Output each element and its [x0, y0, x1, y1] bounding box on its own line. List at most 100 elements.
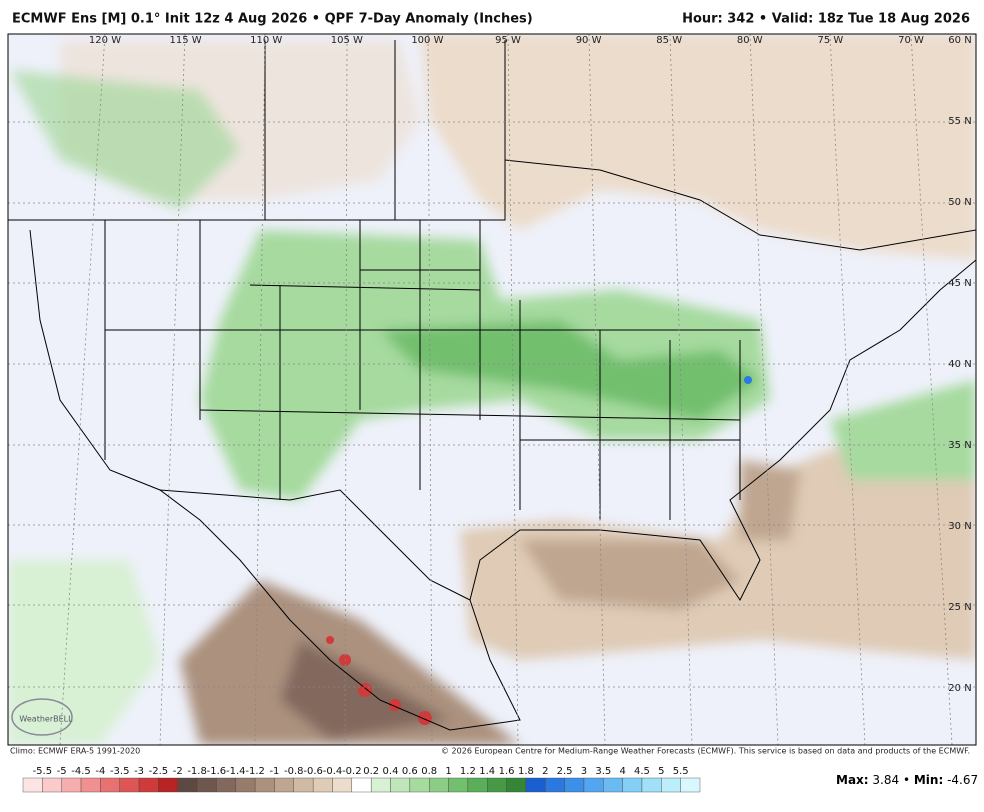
colorbar-swatch [80, 777, 101, 793]
colorbar-swatch [467, 777, 488, 793]
copyright: © 2026 European Centre for Medium-Range … [441, 747, 970, 756]
longitude-label: 85 W [656, 35, 682, 46]
map: 120 W 115 W 110 W 105 W 100 W 95 W 90 W 85 W 80 … [8, 34, 976, 745]
colorbar-swatch [312, 777, 333, 793]
dry-area [420, 34, 976, 260]
boundaries [8, 40, 976, 731]
colorbar-swatch [293, 777, 314, 793]
colorbar-swatch [177, 777, 198, 793]
dry-area [740, 460, 800, 540]
latitude-label: 50 N [948, 197, 971, 208]
header-right: Hour: 342 • Valid: 18z Tue 18 Aug 2026 [682, 12, 970, 27]
colorbar-swatch [583, 777, 604, 793]
colorbar-label: -2 [173, 766, 183, 777]
header-left: ECMWF Ens [M] 0.1° Init 12z 4 Aug 2026 •… [12, 12, 533, 27]
colorbar-label: -1.4 [226, 766, 246, 777]
colorbar-label: -1.2 [245, 766, 265, 777]
latitude-label: 40 N [948, 359, 971, 370]
colorbar-swatch [42, 777, 62, 793]
colorbar-label: -4.5 [71, 766, 91, 777]
colorbar-label: 1 [445, 766, 451, 777]
extreme-wet [744, 376, 752, 384]
longitude-label: 70 W [898, 35, 924, 46]
wet-area [380, 320, 760, 420]
logo-mark [11, 698, 73, 736]
colorbar-label: 2 [542, 766, 548, 777]
colorbar-swatch [351, 777, 372, 793]
longitude-label: 115 W [170, 35, 202, 46]
colorbar-swatch [409, 777, 430, 793]
colorbar-label: 0.4 [383, 766, 399, 777]
colorbar-label: 0.8 [421, 766, 437, 777]
longitude-label: 120 W [89, 35, 121, 46]
colorbar-swatch [487, 777, 507, 793]
colorbar-label: -3 [134, 766, 144, 777]
colorbar-label: -4 [95, 766, 105, 777]
colorbar-swatch [370, 777, 391, 793]
min-value: -4.67 [947, 773, 978, 787]
dry-area [520, 540, 740, 610]
stats: Max: 3.84 • Min: -4.67 [836, 773, 978, 787]
colorbar-label: 4.5 [634, 766, 650, 777]
logo: WeatherBELL [19, 715, 73, 724]
colorbar-swatch [61, 777, 82, 793]
colorbar-label: -1.8 [187, 766, 207, 777]
colorbar-swatch [622, 777, 643, 793]
colorbar-label: 1.4 [479, 766, 495, 777]
colorbar-swatch [564, 777, 585, 793]
latitude-label: 45 N [948, 278, 971, 289]
colorbar: -5.5 -5 -4.5 -4 -3.5 -3 -2.5 -2 -1.8 -1.6 -1.4 -1.2… [22, 766, 701, 793]
colorbar-label: 2.5 [557, 766, 573, 777]
longitude-label: 105 W [331, 35, 363, 46]
colorbar-label: -5.5 [33, 766, 53, 777]
colorbar-label: 3 [581, 766, 587, 777]
colorbar-label: -0.8 [284, 766, 304, 777]
colorbar-swatch [332, 777, 353, 793]
colorbar-label: -5 [57, 766, 67, 777]
longitude-label: 110 W [250, 35, 282, 46]
colorbar-swatch [390, 777, 411, 793]
colorbar-label: -0.4 [323, 766, 343, 777]
min-label: Min: [914, 773, 943, 787]
colorbar-label: -0.6 [303, 766, 323, 777]
colorbar-label: 0.6 [402, 766, 418, 777]
colorbar-label: 4 [619, 766, 625, 777]
colorbar-swatch [525, 777, 546, 793]
longitude-label: 80 W [737, 35, 763, 46]
colorbar-swatch [254, 777, 275, 793]
colorbar-swatch [680, 777, 701, 793]
colorbar-swatch [22, 777, 43, 793]
colorbar-label: -1 [269, 766, 279, 777]
longitude-label: 75 W [818, 35, 844, 46]
colorbar-label: 3.5 [595, 766, 611, 777]
graticule [8, 34, 976, 745]
colorbar-swatch [661, 777, 681, 793]
separator: • [903, 773, 910, 787]
map-frame [7, 33, 977, 746]
max-value: 3.84 [872, 773, 899, 787]
colorbar-label: 1.8 [518, 766, 534, 777]
latitude-label: 30 N [948, 521, 971, 532]
longitude-label: 100 W [411, 35, 443, 46]
colorbar-label: 1.6 [499, 766, 515, 777]
longitude-label: 90 W [576, 35, 602, 46]
colorbar-swatch [429, 777, 449, 793]
latitude-label: 60 N [948, 35, 971, 46]
colorbar-swatch [448, 777, 469, 793]
latitude-label: 20 N [948, 683, 971, 694]
colorbar-swatch [196, 777, 217, 793]
colorbar-swatch [641, 777, 662, 793]
climo-note: Climo: ECMWF ERA-5 1991-2020 [10, 747, 140, 756]
colorbar-label: 0.2 [363, 766, 379, 777]
colorbar-swatch [216, 777, 236, 793]
wet-area [830, 380, 976, 480]
extreme-dry [326, 636, 432, 725]
colorbar-label: -0.2 [342, 766, 362, 777]
colorbar-swatch [506, 777, 527, 793]
latitude-label: 55 N [948, 116, 971, 127]
colorbar-label: -1.6 [207, 766, 227, 777]
colorbar-label: -2.5 [149, 766, 169, 777]
colorbar-swatch [158, 777, 178, 793]
